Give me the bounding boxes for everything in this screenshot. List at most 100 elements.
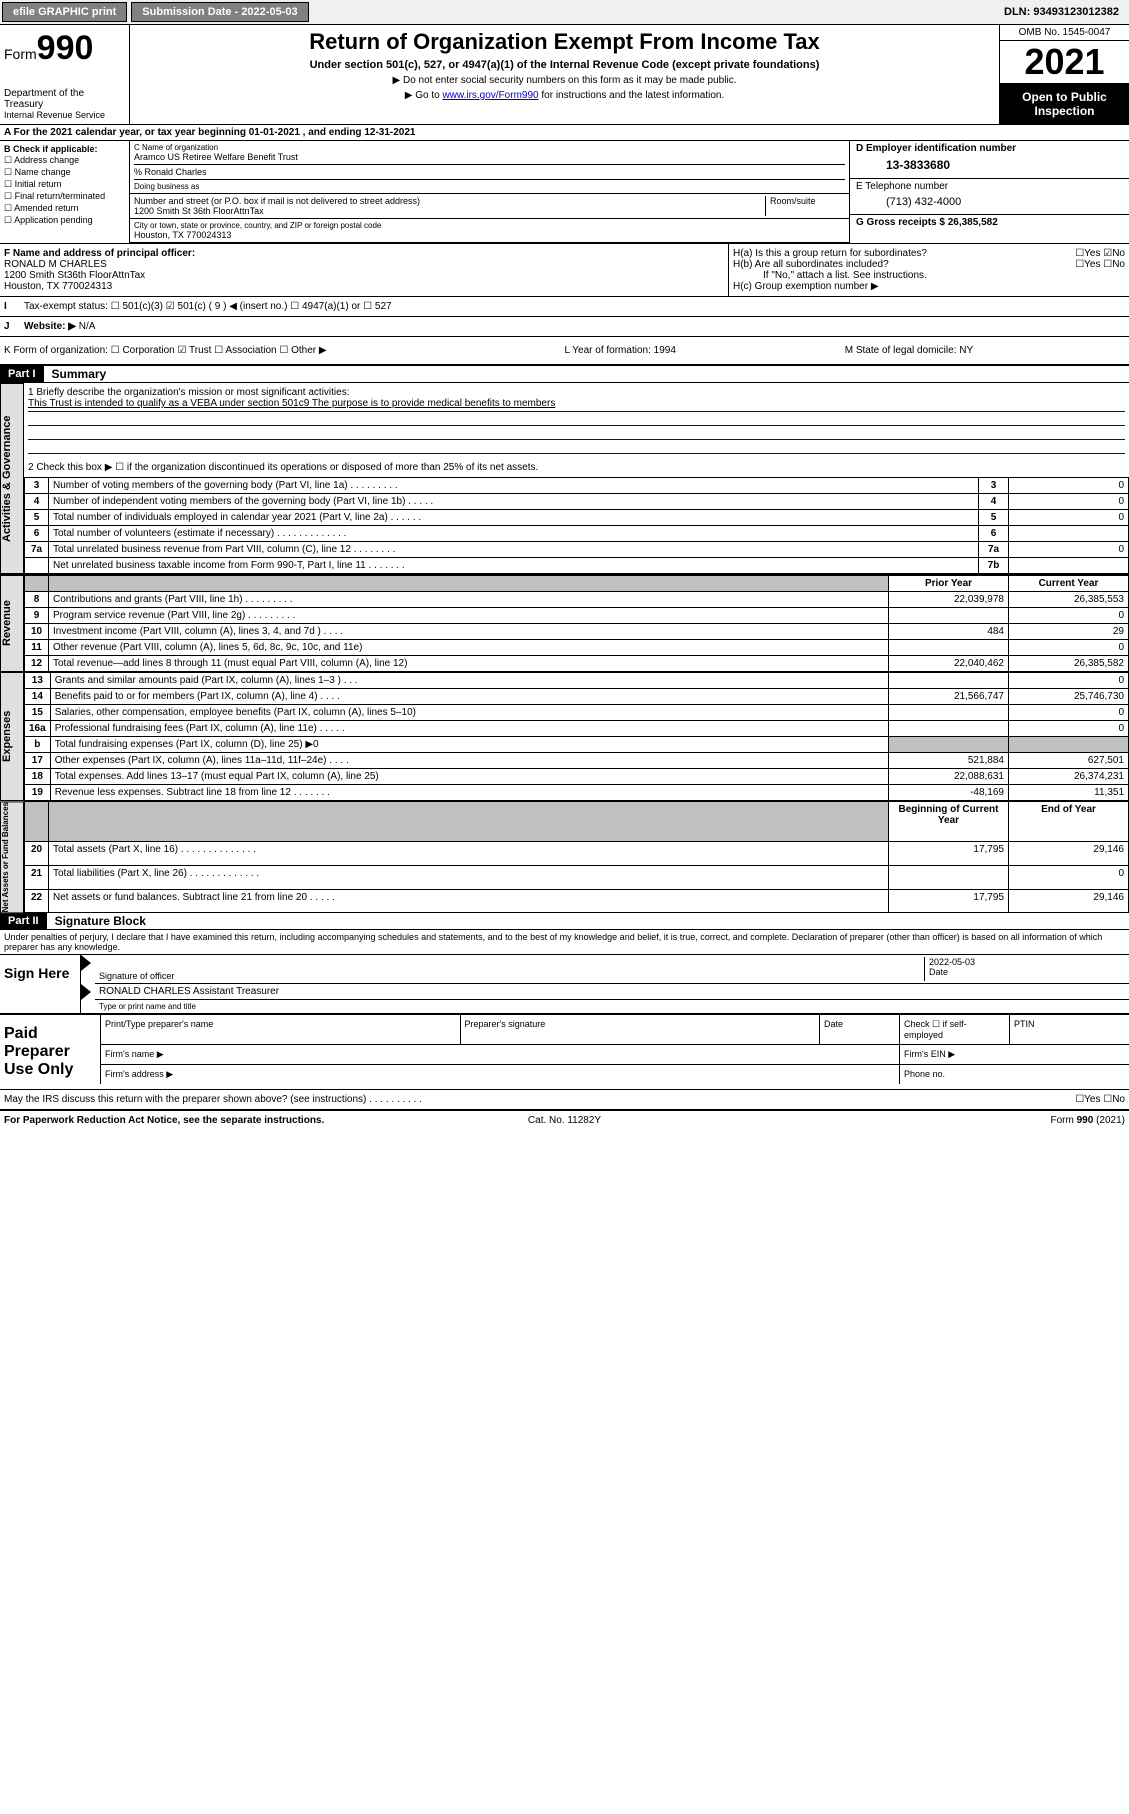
header-left: Form990 Department of the Treasury Inter…	[0, 25, 130, 124]
prep-check[interactable]: Check ☐ if self-employed	[899, 1015, 1009, 1044]
hb-label: H(b) Are all subordinates included?	[733, 259, 1075, 270]
c-label: C Name of organization	[134, 143, 845, 152]
ein-cell: D Employer identification number 13-3833…	[850, 141, 1129, 179]
form-header: Form990 Department of the Treasury Inter…	[0, 25, 1129, 125]
right-col: D Employer identification number 13-3833…	[849, 141, 1129, 243]
prep-sig: Preparer's signature	[460, 1015, 820, 1044]
city-label: City or town, state or province, country…	[134, 221, 845, 230]
table-row: Net unrelated business taxable income fr…	[25, 558, 1129, 574]
blank-line	[28, 440, 1125, 454]
ha-ans[interactable]: ☐Yes ☑No	[1075, 248, 1125, 259]
gov-table: 3Number of voting members of the governi…	[24, 477, 1129, 574]
chk-final[interactable]: ☐ Final return/terminated	[4, 191, 125, 202]
m-label: M State of legal domicile: NY	[845, 345, 1125, 356]
decl-text: Under penalties of perjury, I declare th…	[0, 930, 1129, 954]
blank-line	[28, 426, 1125, 440]
prep-name: Print/Type preparer's name	[100, 1015, 460, 1044]
form-prefix: Form	[4, 46, 37, 62]
part2-header: Part II Signature Block	[0, 913, 1129, 930]
form-num: 990	[37, 29, 94, 67]
j-val: N/A	[79, 321, 96, 332]
city-box: City or town, state or province, country…	[130, 219, 849, 243]
b-label: B Check if applicable:	[4, 144, 125, 154]
addr-label: Number and street (or P.O. box if mail i…	[134, 196, 765, 206]
part1-header: Part I Summary	[0, 366, 1129, 383]
sig-name-lbl: Type or print name and title	[95, 999, 1129, 1013]
header-right: OMB No. 1545-0047 2021 Open to Public In…	[999, 25, 1129, 124]
instr2-post: for instructions and the latest informat…	[539, 90, 725, 101]
addr-box: Number and street (or P.O. box if mail i…	[130, 194, 849, 219]
footer-pra: For Paperwork Reduction Act Notice, see …	[4, 1115, 378, 1126]
part1-title: Summary	[44, 367, 107, 381]
sig-date-label: Date	[929, 967, 1125, 977]
table-row: 16aProfessional fundraising fees (Part I…	[25, 721, 1129, 737]
table-row: 20Total assets (Part X, line 16) . . . .…	[25, 842, 1129, 866]
omb-label: OMB No. 1545-0047	[1000, 25, 1129, 41]
ein-value: 13-3833680	[856, 154, 1123, 176]
table-row: 9Program service revenue (Part VIII, lin…	[25, 608, 1129, 624]
triangle-icon	[81, 984, 91, 1000]
footer: For Paperwork Reduction Act Notice, see …	[0, 1111, 1129, 1130]
triangle-icon	[81, 955, 91, 971]
hc-label: H(c) Group exemption number ▶	[733, 281, 1125, 292]
q2-label: 2 Check this box ▶ ☐ if the organization…	[28, 462, 1125, 473]
chk-initial[interactable]: ☐ Initial return	[4, 179, 125, 190]
footer-form: Form 990 (2021)	[751, 1115, 1125, 1126]
vlabel-exp: Expenses	[0, 672, 24, 801]
hb-ans[interactable]: ☐Yes ☐No	[1075, 259, 1125, 270]
table-row: 12Total revenue—add lines 8 through 11 (…	[25, 656, 1129, 672]
table-row: 15Salaries, other compensation, employee…	[25, 705, 1129, 721]
dept-label: Department of the Treasury	[4, 88, 125, 110]
rev-section: Revenue Prior YearCurrent Year8Contribut…	[0, 574, 1129, 672]
table-row: 19Revenue less expenses. Subtract line 1…	[25, 785, 1129, 801]
submission-date: Submission Date - 2022-05-03	[131, 2, 308, 22]
rev-table: Prior YearCurrent Year8Contributions and…	[24, 575, 1129, 672]
blank-line	[28, 412, 1125, 426]
row-i: I Tax-exempt status: ☐ 501(c)(3) ☑ 501(c…	[0, 297, 1129, 317]
instr-1: ▶ Do not enter social security numbers o…	[134, 75, 995, 86]
row-k: K Form of organization: ☐ Corporation ☑ …	[0, 337, 1129, 366]
d-label: D Employer identification number	[856, 143, 1123, 154]
firm-addr: Firm's address ▶	[100, 1065, 899, 1084]
f-cell: F Name and address of principal officer:…	[0, 244, 729, 296]
k-label[interactable]: K Form of organization: ☐ Corporation ☑ …	[4, 345, 565, 356]
part2-title: Signature Block	[47, 914, 146, 928]
check-col: B Check if applicable: ☐ Address change …	[0, 141, 130, 243]
l-label: L Year of formation: 1994	[565, 345, 845, 356]
efile-button[interactable]: efile GRAPHIC print	[2, 2, 127, 22]
net-table: Beginning of Current YearEnd of Year20To…	[24, 801, 1129, 913]
sign-here-row: Sign Here Signature of officer 2022-05-0…	[0, 954, 1129, 1014]
phone-cell: E Telephone number (713) 432-4000	[850, 179, 1129, 215]
irs-link[interactable]: www.irs.gov/Form990	[442, 90, 538, 101]
sign-here-label: Sign Here	[0, 955, 80, 1013]
prep-ptin: PTIN	[1009, 1015, 1129, 1044]
firm-ein: Firm's EIN ▶	[899, 1045, 1129, 1064]
may-irs-label: May the IRS discuss this return with the…	[4, 1094, 1075, 1105]
row-j: J Website: ▶ N/A	[0, 317, 1129, 337]
name-box: C Name of organization Aramco US Retiree…	[130, 141, 849, 194]
i-opts[interactable]: ☐ 501(c)(3) ☑ 501(c) ( 9 ) ◀ (insert no.…	[111, 301, 392, 312]
part1-hdr: Part I	[0, 366, 44, 382]
table-row: 8Contributions and grants (Part VIII, li…	[25, 592, 1129, 608]
section-a: B Check if applicable: ☐ Address change …	[0, 141, 1129, 244]
instr2-pre: ▶ Go to	[405, 90, 443, 101]
g-label: G Gross receipts $ 26,385,582	[850, 215, 1129, 230]
may-irs-row: May the IRS discuss this return with the…	[0, 1090, 1129, 1111]
form-number: Form990	[4, 29, 125, 68]
paid-label: Paid Preparer Use Only	[0, 1015, 100, 1089]
f-city: Houston, TX 770024313	[4, 281, 724, 292]
table-row: 6Total number of volunteers (estimate if…	[25, 526, 1129, 542]
chk-name[interactable]: ☐ Name change	[4, 167, 125, 178]
chk-address[interactable]: ☐ Address change	[4, 155, 125, 166]
prep-date: Date	[819, 1015, 899, 1044]
form-title: Return of Organization Exempt From Incom…	[134, 29, 995, 55]
org-name: Aramco US Retiree Welfare Benefit Trust	[134, 152, 845, 162]
footer-cat: Cat. No. 11282Y	[378, 1115, 752, 1126]
form-subtitle: Under section 501(c), 527, or 4947(a)(1)…	[134, 59, 995, 71]
chk-app[interactable]: ☐ Application pending	[4, 215, 125, 226]
dln-label: DLN: 93493123012382	[994, 3, 1129, 21]
chk-amended[interactable]: ☐ Amended return	[4, 203, 125, 214]
city-value: Houston, TX 770024313	[134, 230, 845, 240]
may-irs-ans[interactable]: ☐Yes ☐No	[1075, 1094, 1125, 1105]
q1-ans: This Trust is intended to qualify as a V…	[28, 398, 1125, 412]
